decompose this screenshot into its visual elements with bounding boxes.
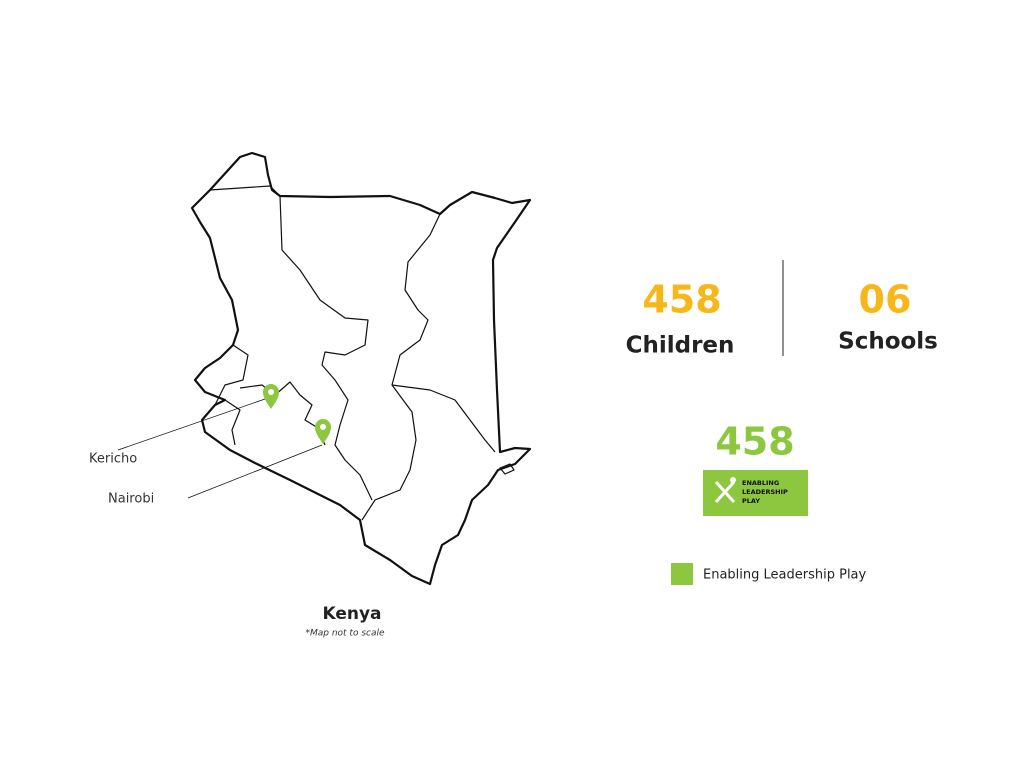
- country-outline: [190, 151, 532, 586]
- stat-label: Children: [626, 333, 735, 359]
- logo-text: LEADERSHIP: [742, 488, 788, 496]
- legend-swatch: [671, 563, 693, 585]
- map-note: *Map not to scale: [305, 629, 385, 639]
- kenya-map: [190, 151, 532, 586]
- region-border: [239, 381, 326, 446]
- program-logo: ENABLING LEADERSHIP PLAY: [703, 470, 808, 516]
- place-label: Kericho: [89, 452, 137, 467]
- region-border: [209, 185, 281, 197]
- place-label: Nairobi: [108, 492, 154, 507]
- logo-text: ENABLING: [742, 479, 779, 487]
- region-border: [214, 344, 249, 406]
- leader-line: [187, 444, 323, 499]
- logo-text: PLAY: [742, 497, 760, 505]
- region-border: [279, 195, 373, 501]
- map-pin: [263, 384, 279, 409]
- region-border: [391, 384, 496, 453]
- coast-island: [499, 463, 515, 475]
- map-title: Kenya: [322, 604, 381, 624]
- legend-label: Enabling Leadership Play: [703, 568, 867, 583]
- stat-number: 458: [642, 278, 721, 322]
- stat-number: 06: [859, 278, 912, 322]
- program-number: 458: [715, 420, 794, 464]
- map-pin: [315, 419, 331, 444]
- region-border: [224, 399, 241, 446]
- stat-label: Schools: [838, 329, 938, 355]
- region-border: [361, 213, 441, 521]
- leader-line: [117, 397, 269, 451]
